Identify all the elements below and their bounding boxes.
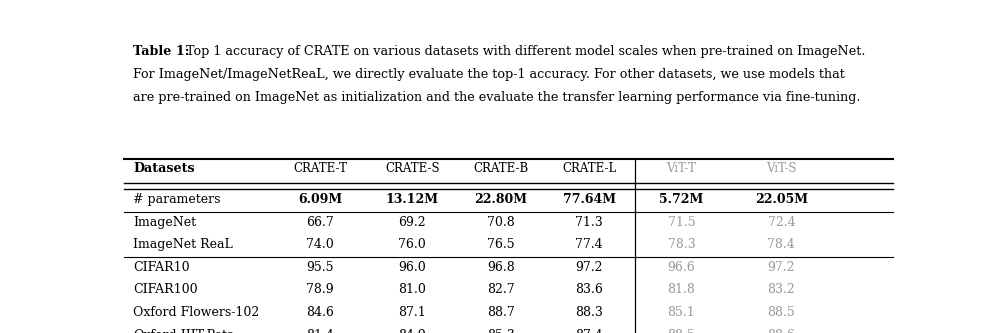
Text: 84.9: 84.9 — [399, 329, 427, 333]
Text: CRATE-B: CRATE-B — [473, 162, 529, 175]
Text: 78.9: 78.9 — [307, 283, 334, 296]
Text: ImageNet ReaL: ImageNet ReaL — [133, 238, 233, 251]
Text: 22.80M: 22.80M — [474, 193, 527, 206]
Text: are pre-trained on ImageNet as initialization and the evaluate the transfer lear: are pre-trained on ImageNet as initializ… — [133, 91, 861, 104]
Text: 83.2: 83.2 — [768, 283, 796, 296]
Text: 97.2: 97.2 — [575, 261, 603, 274]
Text: 6.09M: 6.09M — [298, 193, 342, 206]
Text: # parameters: # parameters — [133, 193, 221, 206]
Text: For ImageNet/ImageNetReaL, we directly evaluate the top-1 accuracy. For other da: For ImageNet/ImageNetReaL, we directly e… — [133, 68, 845, 81]
Text: CIFAR10: CIFAR10 — [133, 261, 189, 274]
Text: 82.7: 82.7 — [487, 283, 515, 296]
Text: 88.3: 88.3 — [575, 306, 603, 319]
Text: 71.5: 71.5 — [668, 216, 695, 229]
Text: ViT-S: ViT-S — [766, 162, 797, 175]
Text: 88.6: 88.6 — [768, 329, 796, 333]
Text: 5.72M: 5.72M — [660, 193, 703, 206]
Text: 84.6: 84.6 — [307, 306, 334, 319]
Text: 78.3: 78.3 — [668, 238, 695, 251]
Text: 96.0: 96.0 — [399, 261, 427, 274]
Text: 66.7: 66.7 — [307, 216, 334, 229]
Text: 77.64M: 77.64M — [562, 193, 616, 206]
Text: 22.05M: 22.05M — [755, 193, 807, 206]
Text: 78.4: 78.4 — [768, 238, 796, 251]
Text: 70.8: 70.8 — [487, 216, 515, 229]
Text: 97.2: 97.2 — [768, 261, 795, 274]
Text: Top 1 accuracy of CRATE on various datasets with different model scales when pre: Top 1 accuracy of CRATE on various datas… — [182, 45, 865, 58]
Text: 85.1: 85.1 — [668, 306, 695, 319]
Text: 96.8: 96.8 — [487, 261, 515, 274]
Text: 85.3: 85.3 — [487, 329, 515, 333]
Text: 81.4: 81.4 — [307, 329, 334, 333]
Text: 83.6: 83.6 — [575, 283, 603, 296]
Text: Oxford Flowers-102: Oxford Flowers-102 — [133, 306, 260, 319]
Text: ImageNet: ImageNet — [133, 216, 196, 229]
Text: 74.0: 74.0 — [307, 238, 334, 251]
Text: CIFAR100: CIFAR100 — [133, 283, 197, 296]
Text: 71.3: 71.3 — [575, 216, 603, 229]
Text: CRATE-T: CRATE-T — [293, 162, 347, 175]
Text: CRATE-S: CRATE-S — [385, 162, 439, 175]
Text: 13.12M: 13.12M — [386, 193, 438, 206]
Text: 81.8: 81.8 — [668, 283, 695, 296]
Text: 72.4: 72.4 — [768, 216, 796, 229]
Text: 88.5: 88.5 — [768, 306, 796, 319]
Text: 95.5: 95.5 — [307, 261, 333, 274]
Text: 69.2: 69.2 — [399, 216, 427, 229]
Text: 88.7: 88.7 — [487, 306, 515, 319]
Text: 77.4: 77.4 — [575, 238, 603, 251]
Text: 81.0: 81.0 — [399, 283, 427, 296]
Text: 88.5: 88.5 — [668, 329, 695, 333]
Text: 76.0: 76.0 — [399, 238, 427, 251]
Text: 96.6: 96.6 — [668, 261, 695, 274]
Text: 76.5: 76.5 — [487, 238, 515, 251]
Text: Datasets: Datasets — [133, 162, 194, 175]
Text: Oxford-IIIT-Pets: Oxford-IIIT-Pets — [133, 329, 233, 333]
Text: 87.1: 87.1 — [399, 306, 427, 319]
Text: ViT-T: ViT-T — [667, 162, 696, 175]
Text: Table 1:: Table 1: — [133, 45, 189, 58]
Text: 87.4: 87.4 — [575, 329, 603, 333]
Text: CRATE-L: CRATE-L — [562, 162, 616, 175]
